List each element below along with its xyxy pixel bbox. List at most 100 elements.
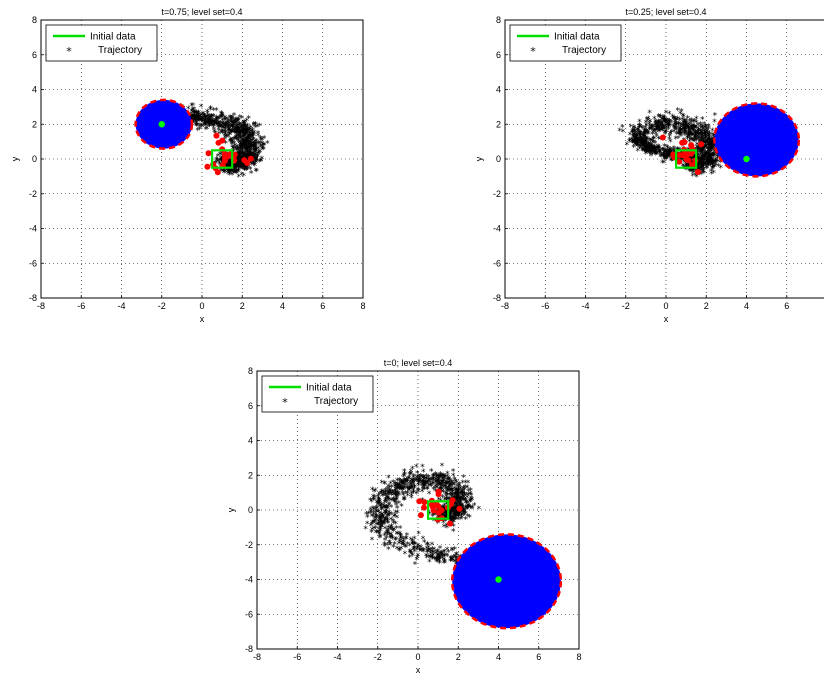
trajectory-point: *	[237, 153, 242, 163]
trajectory-point: *	[664, 117, 669, 127]
trajectory-point: *	[205, 108, 210, 118]
trajectory-point: *	[252, 120, 257, 130]
trajectory-point: *	[451, 516, 456, 526]
trajectory-point: *	[440, 472, 445, 482]
trajectory-point: *	[209, 114, 214, 124]
trajectory-point: *	[668, 130, 673, 140]
trajectory-point: *	[390, 535, 395, 545]
trajectory-point: *	[240, 142, 245, 152]
trajectory-point: *	[242, 131, 247, 141]
trajectory-point: *	[239, 154, 244, 164]
trajectory-point: *	[385, 530, 390, 540]
trajectory-point: *	[236, 159, 241, 169]
trajectory-point: *	[700, 145, 705, 155]
trajectory-point: *	[233, 128, 238, 138]
trajectory-point: *	[247, 150, 252, 160]
trajectory-point: *	[261, 145, 266, 155]
trajectory-point: *	[705, 138, 710, 148]
trajectory-point: *	[704, 155, 709, 165]
trajectory-point: *	[368, 509, 373, 519]
trajectory-point: *	[244, 127, 249, 137]
trajectory-point: *	[716, 154, 721, 164]
trajectory-point: *	[688, 129, 693, 139]
trajectory-point: *	[699, 147, 704, 157]
trajectory-point: *	[687, 132, 692, 142]
legend-marker-trajectory: *	[282, 396, 288, 409]
trajectory-point: *	[711, 150, 716, 160]
trajectory-point: *	[696, 156, 701, 166]
trajectory-point: *	[442, 509, 447, 519]
trajectory-point: *	[239, 162, 244, 172]
trajectory-point: *	[219, 155, 224, 165]
trajectory-point: *	[253, 158, 258, 168]
trajectory-point: *	[707, 147, 712, 157]
trajectory-point: *	[402, 473, 407, 483]
trajectory-point: *	[228, 127, 233, 137]
trajectory-point: *	[424, 545, 429, 555]
trajectory-point: *	[235, 143, 240, 153]
trajectory-point: *	[391, 496, 396, 506]
trajectory-point: *	[693, 132, 698, 142]
trajectory-point: *	[620, 123, 625, 133]
trajectory-point: *	[696, 127, 701, 137]
trajectory-point: *	[394, 486, 399, 496]
trajectory-point: *	[405, 492, 410, 502]
trajectory-point: *	[707, 150, 712, 160]
trajectory-point: *	[232, 125, 237, 135]
trajectory-point: *	[195, 113, 200, 123]
trajectory-point: *	[248, 158, 253, 168]
trajectory-point: *	[454, 494, 459, 504]
trajectory-point: *	[670, 129, 675, 139]
trajectory-point: *	[672, 128, 677, 138]
trajectory-point: *	[385, 504, 390, 514]
trajectory-point: *	[418, 478, 423, 488]
trajectory-point: *	[411, 478, 416, 488]
trajectory-point: *	[691, 165, 696, 175]
trajectory-point: *	[422, 478, 427, 488]
trajectory-point: *	[244, 137, 249, 147]
trajectory-point: *	[694, 136, 699, 146]
trajectory-point: *	[654, 123, 659, 133]
trajectory-point: *	[242, 126, 247, 136]
trajectory-point: *	[439, 486, 444, 496]
trajectory-point: *	[233, 128, 238, 138]
trajectory-point: *	[223, 116, 228, 126]
trajectory-point: *	[212, 118, 217, 128]
trajectory-point: *	[196, 114, 201, 124]
trajectory-point: *	[389, 490, 394, 500]
trajectory-point: *	[249, 140, 254, 150]
trajectory-point: *	[668, 130, 673, 140]
trajectory-point: *	[252, 153, 257, 163]
trajectory-point: *	[446, 480, 451, 490]
trajectory-point: *	[389, 526, 394, 536]
trajectory-point: *	[691, 124, 696, 134]
trajectory-point: *	[674, 127, 679, 137]
trajectory-point: *	[689, 124, 694, 134]
trajectory-point: *	[679, 127, 684, 137]
y-tick-label: -4	[493, 224, 501, 234]
trajectory-point: *	[232, 160, 237, 170]
trajectory-point: *	[652, 115, 657, 125]
trajectory-point: *	[410, 479, 415, 489]
trajectory-point: *	[380, 511, 385, 521]
trajectory-point: *	[256, 132, 261, 142]
trajectory-point: *	[706, 156, 711, 166]
trajectory-point: *	[239, 136, 244, 146]
trajectory-point: *	[645, 116, 650, 126]
trajectory-point: *	[365, 514, 370, 524]
trajectory-point: *	[690, 125, 695, 135]
trajectory-point: *	[234, 154, 239, 164]
trajectory-point: *	[458, 496, 463, 506]
trajectory-point: *	[249, 137, 254, 147]
trajectory-point: *	[454, 508, 459, 518]
trajectory-point: *	[375, 499, 380, 509]
trajectory-point: *	[235, 163, 240, 173]
red-point	[204, 163, 211, 170]
trajectory-point: *	[382, 518, 387, 528]
trajectory-point: *	[387, 484, 392, 494]
trajectory-point: *	[203, 115, 208, 125]
trajectory-point: *	[250, 159, 255, 169]
trajectory-point: *	[708, 152, 713, 162]
trajectory-point: *	[649, 126, 654, 136]
trajectory-point: *	[379, 490, 384, 500]
